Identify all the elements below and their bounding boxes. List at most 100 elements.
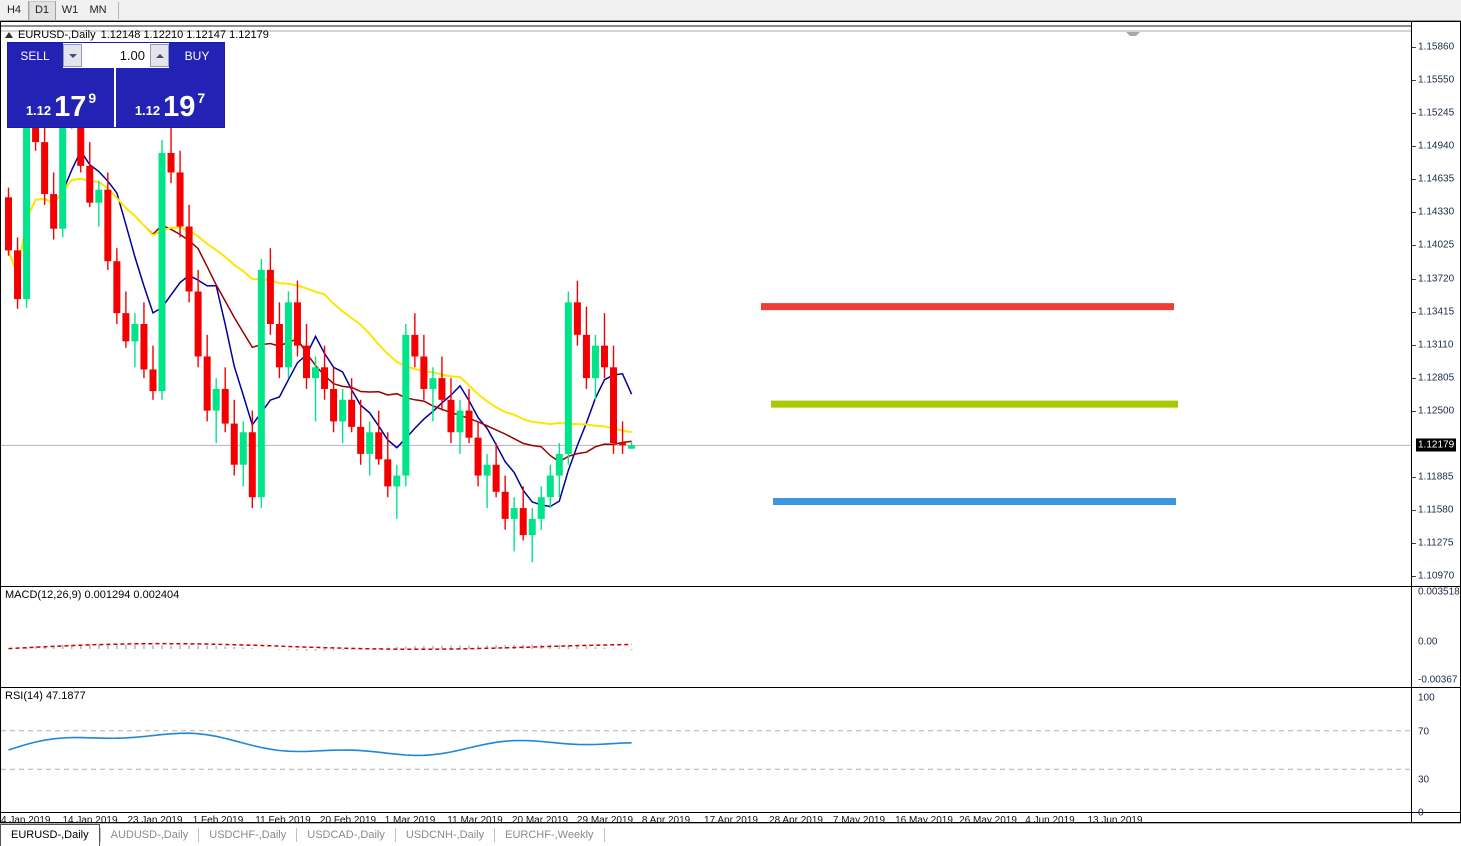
price-scale-axis[interactable]: 1.15860 1.15550 1.15245 1.14940 1.14635 1.143… — [1411, 22, 1461, 822]
price-scale-label: 1.14635 — [1418, 173, 1455, 185]
rsi-scale-label: 30 — [1418, 774, 1430, 786]
price-scale-label: 1.12500 — [1418, 405, 1455, 417]
price-scale-label: 1.12805 — [1418, 372, 1455, 384]
symbol-tab-usdchf[interactable]: USDCHF-,Daily — [209, 829, 287, 841]
date-axis-label: 14 Jan 2019 — [62, 815, 118, 826]
price-scale-tick — [1412, 146, 1416, 148]
symbol-header: EURUSD-,Daily 1.12148 1.12210 1.12147 1.… — [5, 28, 269, 42]
scrollbar-track-lower — [1, 30, 1411, 32]
price-scale-tick — [1412, 543, 1416, 545]
date-axis-label: 1 Feb 2019 — [192, 815, 244, 826]
rsi-pane[interactable]: RSI(14) 47.1877 — [1, 687, 1411, 812]
tab-divider — [603, 828, 605, 842]
symbol-tab-audusd[interactable]: AUDUSD-,Daily — [110, 829, 189, 841]
price-scale-label: 1.11885 — [1418, 471, 1454, 483]
price-scale-label: 1.13415 — [1418, 306, 1455, 318]
scale-divider — [1412, 812, 1461, 813]
price-scale-label: 1.13720 — [1418, 273, 1455, 285]
sell-price-fraction: 9 — [88, 90, 97, 106]
price-scale-label: 1.11580 — [1418, 504, 1454, 516]
date-axis-label: 26 May 2019 — [959, 815, 1017, 826]
price-scale-label: 1.11275 — [1418, 537, 1454, 549]
price-scale-tick — [1412, 245, 1416, 247]
symbol-tab-eurusd[interactable]: EURUSD-,Daily — [0, 824, 100, 846]
buy-price-fraction: 7 — [197, 90, 206, 106]
trade-panel-top-row: SELL 1.00 BUY — [8, 43, 224, 68]
symbol-tab-eurchf[interactable]: EURCHF-,Weekly — [505, 829, 594, 841]
buy-button[interactable]: BUY — [170, 43, 224, 68]
volume-value[interactable]: 1.00 — [119, 48, 145, 63]
sell-price-display[interactable]: 1.12 17 9 — [8, 68, 116, 127]
price-scale-label: 1.10970 — [1418, 570, 1455, 582]
price-scale-tick — [1412, 212, 1416, 214]
date-axis: 4 Jan 2019 14 Jan 2019 23 Jan 2019 1 Feb 20… — [1, 812, 1411, 826]
date-axis-label: 23 Jan 2019 — [127, 815, 183, 826]
symbol-tab-usdcnh[interactable]: USDCNH-,Daily — [405, 829, 485, 841]
date-axis-label: 16 May 2019 — [895, 815, 953, 826]
date-axis-label: 17 Apr 2019 — [704, 815, 758, 826]
price-scale-label: 1.13110 — [1418, 339, 1454, 351]
volume-increase-button[interactable] — [150, 44, 169, 67]
date-axis-label: 29 Mar 2019 — [576, 815, 634, 826]
price-scale-label: 1.14330 — [1418, 206, 1455, 218]
timeframe-button-mn[interactable]: MN — [89, 3, 107, 16]
price-scale-tick — [1412, 179, 1416, 181]
volume-decrease-button[interactable] — [63, 44, 82, 67]
tab-divider — [99, 828, 101, 842]
volume-stepper[interactable]: 1.00 — [62, 43, 170, 68]
price-scale-label: 1.14940 — [1418, 140, 1455, 152]
price-scale-label: 1.15860 — [1418, 41, 1455, 53]
symbol-tab-usdcad[interactable]: USDCAD-,Daily — [307, 829, 385, 841]
buy-price-big: 19 — [163, 91, 196, 124]
trade-panel-price-row: 1.12 17 9 1.12 19 7 — [8, 68, 224, 127]
price-scale-tick — [1412, 344, 1416, 346]
date-axis-label: 11 Feb 2019 — [255, 815, 311, 826]
rsi-label: RSI(14) 47.1877 — [5, 690, 86, 702]
toolbar-divider — [118, 1, 119, 19]
timeframe-button-h4[interactable]: H4 — [6, 3, 22, 16]
price-scale-tick — [1412, 377, 1416, 379]
date-axis-label: 20 Feb 2019 — [319, 815, 377, 826]
symbol-tab-bar: EURUSD-,Daily AUDUSD-,Daily USDCHF-,Daily U… — [0, 823, 1461, 846]
chevron-down-icon — [68, 53, 77, 58]
price-pane[interactable] — [1, 36, 1411, 586]
date-axis-label: 4 Jun 2019 — [1025, 815, 1075, 826]
chart-horizontal-scrollbar[interactable] — [1, 22, 1411, 39]
macd-pane[interactable]: MACD(12,26,9) 0.001294 0.002404 — [1, 586, 1411, 687]
price-scale-tick — [1412, 278, 1416, 280]
sell-button[interactable]: SELL — [8, 43, 62, 68]
timeframe-toolbar: H4 D1 W1 MN — [0, 0, 1461, 21]
date-axis-label: 13 Jun 2019 — [1087, 815, 1143, 826]
price-scale-tick — [1412, 46, 1416, 48]
chart-plot-area[interactable]: EURUSD-,Daily 1.12148 1.12210 1.12147 1.… — [1, 22, 1411, 826]
tab-divider — [198, 828, 200, 842]
price-scale-tick — [1412, 510, 1416, 512]
price-scale-label: 1.15550 — [1418, 74, 1455, 86]
buy-price-display[interactable]: 1.12 19 7 — [116, 68, 224, 127]
price-scale-tick — [1412, 311, 1416, 313]
candlestick-chart-svg — [1, 46, 1411, 563]
price-scale-label: 1.15245 — [1418, 107, 1455, 119]
scale-divider — [1412, 687, 1461, 688]
price-scale-tick — [1412, 477, 1416, 479]
tab-divider — [494, 828, 496, 842]
macd-label: MACD(12,26,9) 0.001294 0.002404 — [5, 589, 180, 601]
price-scale-tick — [1412, 410, 1416, 412]
date-axis-label: 1 Mar 2019 — [384, 815, 436, 826]
macd-chart-svg — [8, 642, 633, 651]
buy-price-base: 1.12 — [134, 103, 161, 118]
one-click-trading-panel[interactable]: SELL 1.00 BUY 1.12 17 — [7, 42, 225, 128]
timeframe-button-w1[interactable]: W1 — [61, 3, 79, 16]
chart-frame: EURUSD-,Daily 1.12148 1.12210 1.12147 1.… — [0, 21, 1461, 826]
timeframe-button-d1[interactable]: D1 — [28, 0, 56, 20]
macd-scale-label: 0.003518 — [1418, 586, 1460, 598]
chart-shift-marker-icon[interactable] — [1126, 32, 1140, 39]
date-axis-label: 7 May 2019 — [832, 815, 886, 826]
price-scale-tick — [1412, 576, 1416, 578]
macd-scale-label: -0.00367 — [1418, 674, 1458, 686]
sell-price-base: 1.12 — [25, 103, 52, 118]
tab-divider — [296, 828, 298, 842]
rsi-scale-label: 100 — [1418, 692, 1435, 704]
scale-divider — [1412, 586, 1461, 587]
